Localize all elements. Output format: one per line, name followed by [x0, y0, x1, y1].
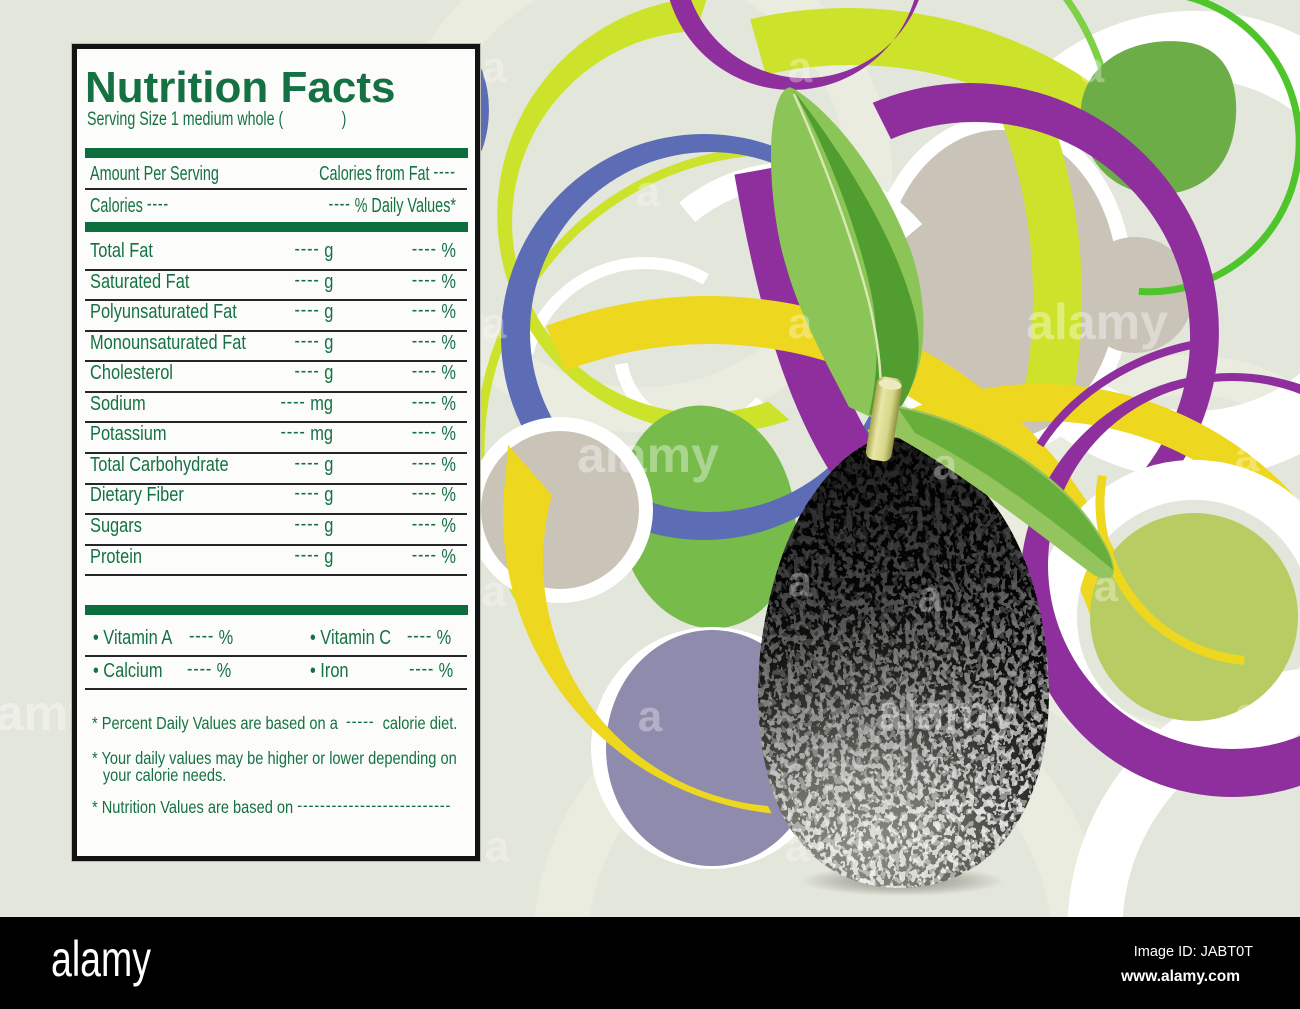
svg-text:a: a [482, 43, 507, 92]
svg-text:a: a [485, 822, 510, 871]
svg-text:a: a [785, 822, 810, 871]
svg-text:a: a [918, 572, 943, 621]
svg-text:a: a [638, 692, 663, 741]
svg-text:alamy: alamy [577, 427, 719, 483]
svg-text:a: a [482, 567, 507, 616]
svg-text:alamy: alamy [875, 685, 1017, 741]
svg-text:a: a [788, 557, 813, 606]
svg-text:a: a [1080, 43, 1105, 92]
svg-text:a: a [788, 299, 813, 348]
svg-text:a: a [788, 43, 813, 92]
svg-text:a: a [1235, 689, 1260, 738]
svg-text:a: a [482, 299, 507, 348]
svg-text:a: a [933, 440, 958, 489]
svg-text:alamy: alamy [1026, 294, 1168, 350]
svg-text:a: a [636, 167, 661, 216]
svg-text:a: a [1235, 432, 1260, 481]
svg-text:a: a [1094, 562, 1119, 611]
